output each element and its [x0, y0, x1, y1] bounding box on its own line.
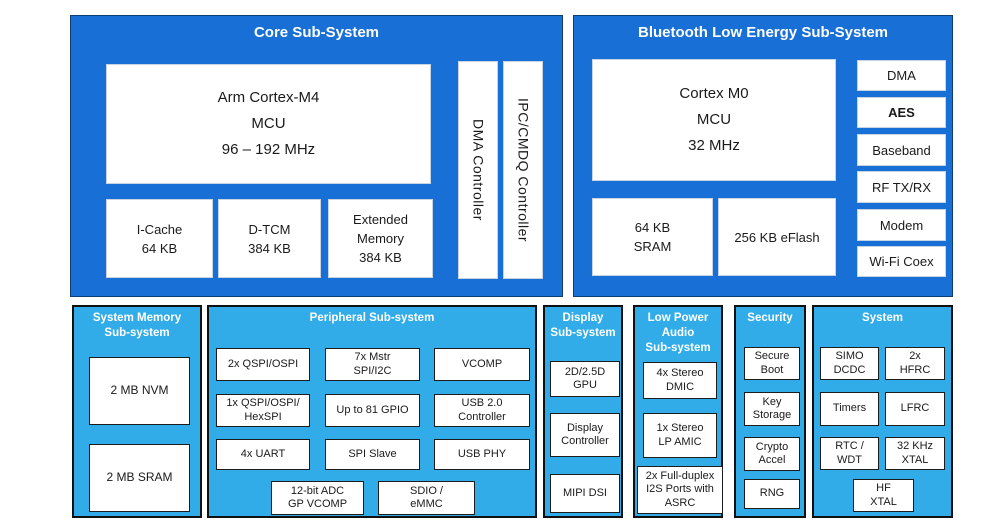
core-subsystem: Core Sub-System Arm Cortex-M4 MCU 96 – 1… — [70, 15, 563, 297]
extended-memory-box: Extended Memory 384 KB — [328, 199, 433, 278]
peripheral-subsystem: Peripheral Sub-system 2x QSPI/OSPI 7x Ms… — [207, 305, 537, 518]
icache-box: I-Cache 64 KB — [106, 199, 213, 278]
ble-baseband-box: Baseband — [857, 134, 946, 166]
rng-box: RNG — [744, 479, 800, 509]
system-subsystem: System SIMO DCDC 2x HFRC Timers LFRC RTC… — [812, 305, 953, 518]
sdio-emmc-box: SDIO / eMMC — [378, 481, 475, 515]
nvm-box: 2 MB NVM — [89, 357, 190, 425]
lfrc-box: LFRC — [885, 392, 945, 426]
ble-dma-box: DMA — [857, 60, 946, 91]
vcomp-box: VCOMP — [434, 348, 530, 381]
gpu-box: 2D/2.5D GPU — [550, 361, 620, 397]
ble-wifi-coex-box: Wi-Fi Coex — [857, 246, 946, 277]
usb-controller-box: USB 2.0 Controller — [434, 394, 530, 427]
uart-box: 4x UART — [216, 439, 310, 470]
dtcm-box: D-TCM 384 KB — [218, 199, 321, 278]
dma-controller-box: DMA Controller — [458, 61, 498, 279]
ble-subsystem: Bluetooth Low Energy Sub-System Cortex M… — [573, 15, 953, 297]
sram-box: 2 MB SRAM — [89, 444, 190, 512]
ipc-cmdq-controller-box: IPC/CMDQ Controller — [503, 61, 543, 279]
ble-modem-box: Modem — [857, 209, 946, 241]
amic-box: 1x Stereo LP AMIC — [643, 413, 717, 458]
spi-slave-box: SPI Slave — [325, 439, 420, 470]
ble-aes-box: AES — [857, 97, 946, 128]
security-title: Security — [747, 312, 793, 324]
arm-cortex-m4-box: Arm Cortex-M4 MCU 96 – 192 MHz — [106, 64, 431, 184]
display-subsystem: Display Sub-system 2D/2.5D GPU Display C… — [543, 305, 623, 518]
timers-box: Timers — [820, 392, 879, 426]
i2s-box: 2x Full-duplex I2S Ports with ASRC — [637, 466, 723, 514]
ble-rf-txrx-box: RF TX/RX — [857, 171, 946, 203]
key-storage-box: Key Storage — [744, 392, 800, 426]
adc-vcomp-box: 12-bit ADC GP VCOMP — [271, 481, 364, 515]
crypto-accel-box: Crypto Accel — [744, 437, 800, 471]
system-memory-title: System Memory Sub-system — [92, 312, 182, 339]
mipi-dsi-box: MIPI DSI — [550, 474, 620, 513]
xtal-32khz-box: 32 KHz XTAL — [885, 437, 945, 470]
system-memory-subsystem: System Memory Sub-system 2 MB NVM 2 MB S… — [72, 305, 202, 518]
qspi-ospi-box: 2x QSPI/OSPI — [216, 348, 310, 381]
qspi-hexspi-box: 1x QSPI/OSPI/ HexSPI — [216, 394, 310, 427]
mstr-spi-i2c-box: 7x Mstr SPI/I2C — [325, 348, 420, 381]
hfrc-box: 2x HFRC — [885, 347, 945, 380]
cortex-m0-box: Cortex M0 MCU 32 MHz — [592, 59, 836, 181]
rtc-wdt-box: RTC / WDT — [820, 437, 879, 470]
simo-dcdc-box: SIMO DCDC — [820, 347, 879, 380]
usb-phy-box: USB PHY — [434, 439, 530, 470]
dmic-box: 4x Stereo DMIC — [643, 362, 717, 399]
display-controller-box: Display Controller — [550, 413, 620, 457]
ble-sram-box: 64 KB SRAM — [592, 198, 713, 276]
secure-boot-box: Secure Boot — [744, 347, 800, 380]
security-subsystem: Security Secure Boot Key Storage Crypto … — [734, 305, 806, 518]
audio-title: Low Power Audio Sub-system — [645, 312, 711, 354]
display-title: Display Sub-system — [550, 312, 616, 339]
audio-subsystem: Low Power Audio Sub-system 4x Stereo DMI… — [633, 305, 723, 518]
system-title: System — [862, 312, 903, 324]
core-subsystem-title: Core Sub-System — [253, 24, 380, 41]
peripheral-title: Peripheral Sub-system — [309, 312, 435, 324]
gpio-box: Up to 81 GPIO — [325, 394, 420, 427]
ble-subsystem-title: Bluetooth Low Energy Sub-System — [637, 24, 889, 41]
ble-eflash-box: 256 KB eFlash — [718, 198, 836, 276]
hf-xtal-box: HF XTAL — [853, 479, 914, 512]
